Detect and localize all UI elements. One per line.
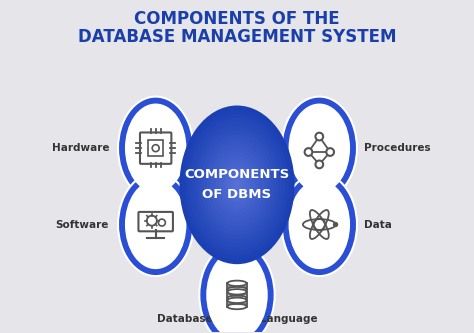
Ellipse shape	[228, 298, 246, 303]
Ellipse shape	[125, 104, 186, 193]
Ellipse shape	[213, 152, 261, 218]
Circle shape	[305, 148, 312, 156]
Ellipse shape	[191, 122, 283, 247]
Circle shape	[315, 161, 323, 168]
Ellipse shape	[198, 131, 276, 239]
Ellipse shape	[201, 135, 273, 235]
Text: Software: Software	[56, 219, 109, 229]
Ellipse shape	[180, 106, 294, 264]
Ellipse shape	[189, 118, 285, 252]
Ellipse shape	[207, 143, 267, 226]
Text: Hardware: Hardware	[52, 143, 109, 153]
Ellipse shape	[185, 114, 289, 256]
Text: Procedures: Procedures	[364, 143, 430, 153]
Ellipse shape	[199, 243, 275, 333]
Ellipse shape	[219, 160, 255, 210]
Ellipse shape	[228, 289, 246, 294]
Ellipse shape	[206, 250, 268, 333]
Ellipse shape	[282, 173, 357, 276]
Ellipse shape	[228, 172, 246, 197]
Text: COMPONENTS: COMPONENTS	[184, 168, 290, 181]
Ellipse shape	[289, 180, 350, 269]
Ellipse shape	[182, 110, 292, 260]
Ellipse shape	[228, 304, 246, 309]
Text: Data: Data	[364, 219, 392, 229]
Ellipse shape	[216, 156, 258, 214]
Ellipse shape	[231, 176, 243, 193]
Ellipse shape	[222, 164, 252, 206]
Text: OF DBMS: OF DBMS	[202, 188, 272, 201]
Ellipse shape	[228, 281, 246, 286]
Ellipse shape	[118, 97, 193, 200]
Ellipse shape	[289, 104, 350, 193]
Ellipse shape	[225, 168, 249, 201]
Circle shape	[333, 222, 338, 227]
Bar	[148, 141, 164, 156]
Ellipse shape	[204, 139, 270, 231]
Ellipse shape	[228, 287, 246, 292]
Text: COMPONENTS OF THE: COMPONENTS OF THE	[134, 10, 340, 28]
Text: Database Access Language: Database Access Language	[157, 314, 317, 324]
Text: DATABASE MANAGEMENT SYSTEM: DATABASE MANAGEMENT SYSTEM	[78, 28, 396, 46]
Ellipse shape	[282, 97, 357, 200]
Ellipse shape	[125, 180, 186, 269]
Ellipse shape	[118, 173, 193, 276]
Circle shape	[326, 148, 334, 156]
Ellipse shape	[195, 127, 279, 243]
Ellipse shape	[210, 147, 264, 222]
Ellipse shape	[228, 295, 246, 301]
Ellipse shape	[234, 181, 240, 189]
Circle shape	[315, 133, 323, 141]
